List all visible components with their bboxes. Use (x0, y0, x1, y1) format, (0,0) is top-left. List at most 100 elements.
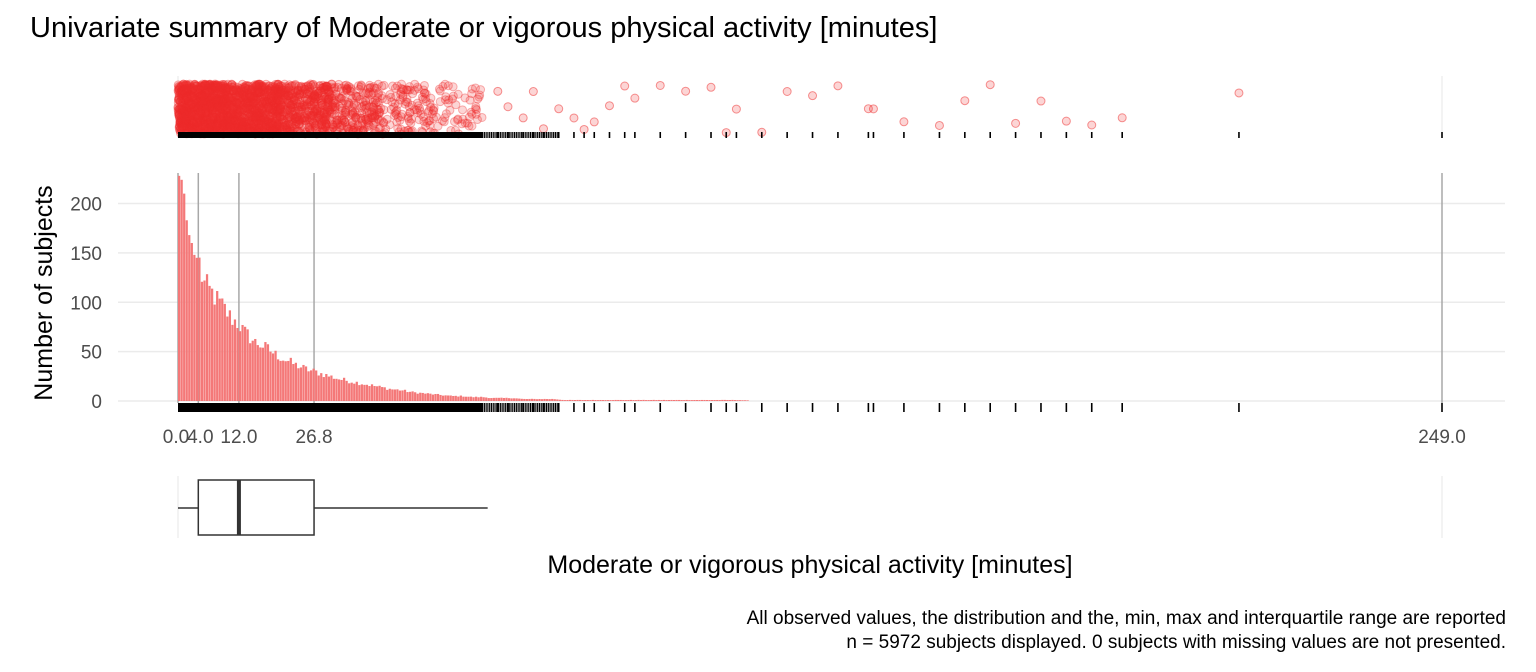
histogram-bar (396, 389, 399, 401)
data-point (205, 117, 215, 127)
data-point (232, 108, 242, 118)
histogram-bar (718, 400, 721, 401)
data-point (228, 100, 238, 110)
data-point (239, 89, 249, 99)
histogram-bar (238, 331, 242, 401)
data-point (263, 110, 273, 120)
data-point (193, 113, 203, 123)
data-point (187, 102, 197, 112)
histogram-bar (744, 400, 747, 401)
data-point (207, 91, 217, 101)
data-point (188, 93, 198, 103)
histogram-bar (195, 257, 199, 401)
data-point (201, 106, 211, 116)
data-point (208, 91, 218, 101)
data-point (218, 79, 228, 89)
data-point (275, 86, 285, 96)
data-point (248, 85, 258, 95)
data-point (207, 82, 217, 92)
data-point (200, 80, 210, 90)
data-point (313, 88, 323, 98)
data-point (258, 122, 268, 132)
histogram-bar (459, 395, 462, 401)
data-point (1036, 96, 1046, 106)
data-point (237, 84, 247, 94)
data-point (313, 91, 323, 101)
data-point (189, 119, 199, 129)
data-point (185, 121, 195, 131)
data-point (245, 92, 255, 102)
data-point (267, 107, 277, 117)
data-point (201, 122, 211, 132)
data-point (245, 118, 255, 128)
histogram-bar (218, 298, 221, 401)
data-point (321, 118, 331, 128)
data-point (222, 117, 232, 127)
data-point (205, 121, 215, 131)
data-point (224, 93, 234, 103)
histogram-bar (454, 395, 457, 401)
data-point (175, 104, 185, 114)
data-point (222, 108, 232, 118)
data-point (227, 80, 237, 90)
data-point (230, 114, 240, 124)
data-point (272, 122, 282, 132)
data-point (176, 102, 186, 112)
data-point (221, 115, 231, 125)
data-point (231, 92, 241, 102)
data-point (229, 122, 239, 132)
data-point (251, 115, 261, 125)
data-point (217, 97, 227, 107)
data-point (213, 80, 223, 90)
histogram-bar (614, 399, 617, 401)
data-point (174, 95, 184, 105)
data-point (237, 89, 247, 99)
data-point (180, 80, 190, 90)
data-point (179, 112, 189, 122)
data-point (175, 118, 185, 128)
data-point (250, 104, 260, 114)
data-point (182, 109, 192, 119)
data-point (228, 114, 238, 124)
data-point (196, 106, 206, 116)
data-point (209, 96, 219, 106)
data-point (203, 115, 213, 125)
data-point (195, 97, 205, 107)
data-point (213, 118, 223, 128)
data-point (220, 96, 230, 106)
data-point (175, 117, 185, 127)
y-tick-label: 50 (81, 343, 102, 364)
data-point (218, 80, 228, 90)
data-point (265, 81, 275, 91)
data-point (224, 87, 234, 97)
data-point (174, 88, 184, 98)
data-point (201, 88, 211, 98)
data-point (205, 114, 215, 124)
data-point (247, 121, 257, 131)
data-point (269, 92, 279, 102)
data-point (249, 95, 259, 105)
histogram-bar (485, 397, 488, 401)
data-point (210, 81, 220, 91)
data-point (203, 115, 213, 125)
data-point (200, 122, 210, 132)
data-point (265, 123, 275, 133)
data-point (213, 86, 223, 96)
data-point (210, 86, 220, 96)
data-point (182, 83, 192, 93)
data-point (250, 80, 260, 90)
data-point (401, 97, 411, 107)
histogram-bar (462, 396, 465, 401)
histogram-bar (492, 397, 495, 401)
data-point (212, 97, 222, 107)
data-point (218, 87, 228, 97)
data-point (239, 91, 249, 101)
data-point (222, 96, 232, 106)
data-point (290, 92, 300, 102)
histogram-bar (698, 400, 701, 401)
data-point (196, 111, 206, 121)
y-axis-label: Number of subjects (30, 185, 58, 400)
histogram-bar (381, 387, 384, 401)
data-point (207, 92, 217, 102)
